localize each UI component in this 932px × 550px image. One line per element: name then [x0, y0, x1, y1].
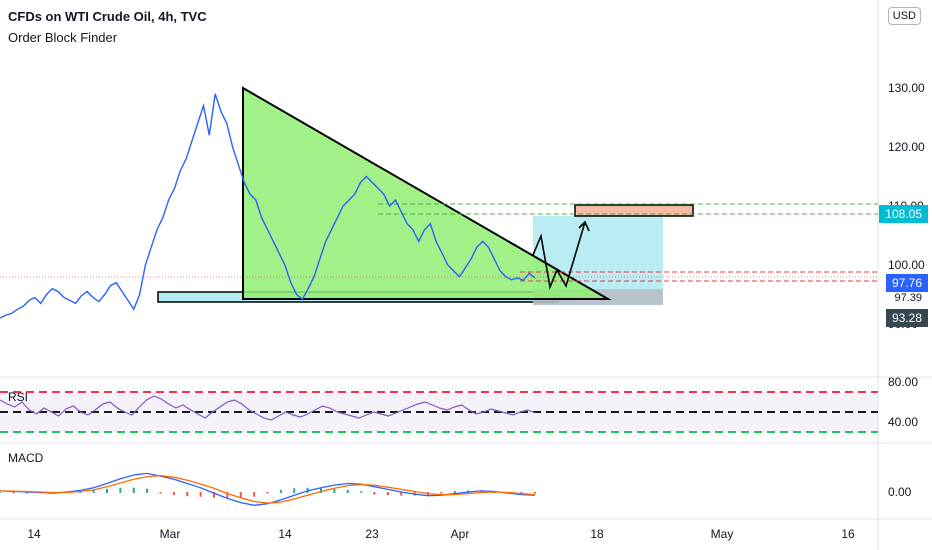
price-tag-93: 93.28 — [885, 309, 928, 327]
price-series-line — [0, 93, 536, 319]
macd-histogram-bar — [333, 488, 336, 493]
macd-histogram-bar — [480, 490, 483, 493]
macd-histogram-bar — [534, 492, 536, 494]
macd-histogram-bar — [440, 492, 443, 494]
macd-histogram-bar — [453, 490, 456, 493]
macd-histogram-bar — [346, 489, 349, 493]
macd-histogram-bar — [0, 492, 1, 493]
time-tick-label: Apr — [451, 527, 470, 541]
macd-histogram-bar — [146, 488, 149, 493]
macd-line — [0, 472, 536, 506]
macd-histogram-bar — [253, 492, 256, 497]
macd-histogram-bar — [92, 489, 95, 493]
macd-histogram-bar — [132, 487, 135, 493]
macd-histogram-bar — [239, 492, 242, 498]
time-tick-label: Mar — [160, 527, 181, 541]
macd-histogram-bar — [199, 492, 202, 497]
macd-histogram-bar — [25, 492, 28, 494]
macd-histogram-bar — [106, 488, 108, 493]
macd-histogram-bar — [293, 488, 296, 493]
macd-histogram-bar — [172, 492, 175, 496]
rsi-tick-label: 80.00 — [888, 375, 918, 389]
projection-arrowhead — [578, 220, 590, 232]
time-tick-label: 16 — [841, 527, 855, 541]
macd-histogram-bar — [213, 492, 215, 498]
macd-histogram-bar — [159, 492, 162, 494]
resistance-block — [574, 204, 694, 217]
indicator-name: Order Block Finder — [8, 30, 118, 45]
time-tick-label: 14 — [278, 527, 292, 541]
time-tick-label: 18 — [590, 527, 604, 541]
rsi-tick-label: 40.00 — [888, 415, 918, 429]
macd-label: MACD — [8, 451, 44, 465]
time-tick-label: 23 — [365, 527, 379, 541]
price-tick-label: 130.00 — [888, 81, 925, 95]
price-tag-108: 108.05 — [879, 205, 928, 223]
time-tick-label: 14 — [27, 527, 41, 541]
rsi-line — [0, 395, 536, 421]
macd-histogram-bar — [373, 492, 376, 495]
rsi-label: RSI — [8, 390, 29, 404]
chart-title: CFDs on WTI Crude Oil, 4h, TVC — [8, 9, 207, 24]
macd-histogram-bar — [119, 487, 122, 493]
price-tag-97-39: 97.39 — [894, 292, 922, 304]
price-tick-label: 120.00 — [888, 140, 925, 154]
macd-histogram-bar — [360, 491, 363, 493]
macd-histogram-bar — [266, 492, 269, 494]
price-tag-97-76: 97.76 — [885, 274, 928, 292]
price-tick-label: 100.00 — [888, 258, 925, 272]
macd-histogram-bar — [12, 492, 15, 494]
macd-histogram-bar — [279, 489, 282, 493]
macd-histogram-bar — [386, 492, 389, 496]
macd-histogram-bar — [400, 492, 403, 496]
time-tick-label: May — [711, 527, 734, 541]
currency-button[interactable]: USD — [887, 7, 921, 25]
projected-path — [532, 221, 586, 290]
descending-triangle — [242, 86, 612, 300]
macd-histogram-bar — [226, 492, 229, 498]
signal-line — [0, 474, 536, 504]
macd-histogram-bar — [320, 488, 322, 493]
macd-tick-label: 0.00 — [888, 485, 912, 499]
macd-histogram-bar — [186, 492, 189, 497]
